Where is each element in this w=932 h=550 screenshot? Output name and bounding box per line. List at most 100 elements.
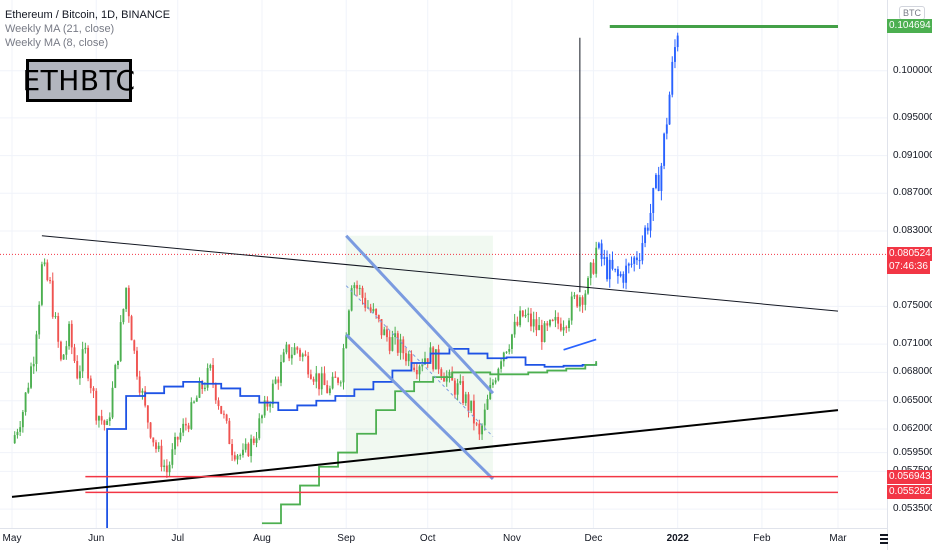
- candle-body: [410, 353, 413, 368]
- candle-body: [524, 314, 527, 317]
- candle-body: [239, 455, 242, 457]
- candle-body: [559, 323, 562, 331]
- candle-body: [176, 436, 179, 440]
- candle-body: [152, 437, 155, 443]
- y-tick-label: 0.095000: [893, 111, 932, 123]
- candle-body: [144, 390, 147, 406]
- legend-ma8: Weekly MA (8, close): [5, 37, 109, 49]
- price-tag-top: 0.104694: [887, 19, 932, 34]
- candle-body: [432, 347, 435, 370]
- candle-body: [578, 297, 581, 307]
- y-tick-label: 0.068000: [893, 366, 932, 378]
- candle-body: [516, 321, 519, 326]
- time-axis[interactable]: [0, 528, 887, 550]
- candle-body: [312, 378, 315, 382]
- price-tag-support-2: 0.055282: [887, 485, 932, 500]
- candle-body: [565, 327, 568, 329]
- candle-body: [633, 257, 636, 264]
- candle-body: [339, 382, 342, 384]
- candle-body: [51, 280, 54, 317]
- candle-body: [323, 373, 326, 386]
- candle-body: [337, 377, 340, 383]
- candle-body: [43, 262, 46, 265]
- x-tick-label: Jul: [171, 533, 185, 544]
- annotations-foreground: [11, 24, 839, 498]
- candle-body: [538, 325, 541, 331]
- candle-body: [573, 295, 576, 297]
- candle-body: [546, 323, 549, 326]
- candle-body: [551, 319, 554, 321]
- candle-body: [519, 310, 522, 326]
- candle-body: [445, 375, 448, 382]
- candle-body: [198, 381, 201, 398]
- candle-body: [76, 360, 79, 379]
- candle-body: [622, 273, 625, 283]
- candle-body: [73, 347, 76, 361]
- candle-body: [502, 352, 505, 362]
- candle-body: [486, 399, 489, 410]
- candle-body: [644, 227, 647, 244]
- candle-body: [288, 344, 291, 359]
- candle-body: [383, 329, 386, 336]
- candle-body: [133, 340, 136, 351]
- candle-body: [347, 310, 350, 336]
- candle-body: [242, 449, 244, 456]
- candle-body: [603, 257, 606, 260]
- candle-body: [353, 285, 356, 289]
- candle-body: [190, 402, 193, 429]
- x-tick-label: Sep: [337, 533, 356, 544]
- y-tick-label: 0.075000: [893, 300, 932, 312]
- candle-body: [149, 422, 152, 438]
- candle-body: [652, 188, 655, 213]
- candle-body: [282, 352, 285, 362]
- candle-body: [174, 436, 176, 450]
- symbol-text-box[interactable]: ETHBTC: [22, 59, 135, 102]
- candle-body: [49, 280, 51, 282]
- candle-body: [179, 432, 182, 440]
- candle-body: [665, 124, 668, 134]
- candle-body: [505, 351, 508, 353]
- y-tick-label: 0.087000: [893, 187, 932, 199]
- candle-body: [146, 405, 149, 423]
- candle-body: [78, 371, 81, 379]
- candle-body: [250, 438, 253, 457]
- candle-body: [491, 382, 494, 386]
- candle-body: [46, 262, 49, 281]
- candle-body: [184, 423, 187, 426]
- candle-body: [418, 366, 421, 375]
- candle-body: [426, 358, 429, 363]
- candle-body: [32, 363, 35, 367]
- price-axis[interactable]: [887, 0, 932, 550]
- candle-body: [296, 347, 299, 350]
- candle-body: [309, 374, 312, 379]
- candle-body: [641, 243, 644, 261]
- candle-body: [448, 371, 451, 376]
- candle-body: [424, 358, 426, 365]
- candle-body: [84, 347, 87, 350]
- candle-body: [269, 404, 272, 407]
- x-tick-label: Oct: [419, 533, 436, 544]
- candle-body: [372, 309, 375, 312]
- candle-body: [405, 353, 407, 362]
- candle-body: [130, 316, 133, 341]
- x-tick-label: Nov: [503, 533, 521, 544]
- candle-body: [521, 310, 524, 317]
- candle-body: [530, 313, 532, 327]
- candle-body: [19, 427, 22, 432]
- candle-body: [59, 341, 62, 360]
- candle-body: [331, 376, 334, 389]
- candle-body: [214, 383, 217, 401]
- candle-body: [168, 464, 171, 473]
- candle-body: [87, 347, 90, 379]
- x-tick-label: Jun: [88, 533, 105, 544]
- candle-body: [570, 296, 573, 321]
- candle-body: [513, 321, 516, 335]
- menu-icon[interactable]: [880, 532, 890, 544]
- candle-body: [407, 353, 410, 362]
- candle-body: [500, 361, 503, 369]
- candle-body: [434, 349, 437, 370]
- candle-body: [342, 348, 345, 383]
- candle-body: [293, 347, 296, 355]
- ma21-line: [85, 347, 598, 539]
